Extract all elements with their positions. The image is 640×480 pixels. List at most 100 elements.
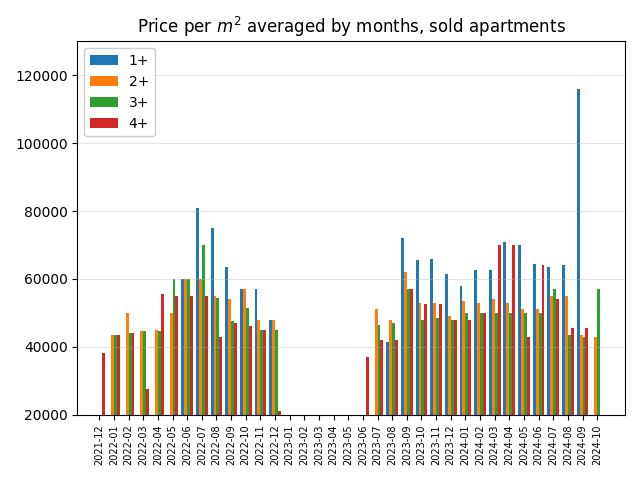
Bar — [220, 336, 222, 480]
Bar — [524, 313, 527, 480]
Bar — [451, 320, 454, 480]
Bar — [509, 313, 512, 480]
Bar — [430, 259, 433, 480]
Bar — [577, 89, 580, 480]
Bar — [521, 310, 524, 480]
Bar — [143, 331, 146, 480]
Bar — [571, 328, 573, 480]
Bar — [263, 330, 266, 480]
Bar — [556, 299, 559, 480]
Bar — [553, 289, 556, 480]
Bar — [460, 286, 463, 480]
Bar — [489, 270, 492, 480]
Bar — [512, 245, 515, 480]
Bar — [211, 228, 214, 480]
Bar — [536, 310, 539, 480]
Bar — [184, 279, 187, 480]
Bar — [532, 264, 536, 480]
Bar — [597, 289, 600, 480]
Bar — [518, 245, 521, 480]
Bar — [433, 302, 436, 480]
Bar — [404, 272, 407, 480]
Bar — [114, 335, 117, 480]
Bar — [255, 289, 257, 480]
Bar — [187, 279, 190, 480]
Bar — [170, 313, 173, 480]
Bar — [387, 342, 389, 480]
Bar — [243, 289, 246, 480]
Bar — [140, 331, 143, 480]
Bar — [562, 265, 565, 480]
Bar — [181, 279, 184, 480]
Bar — [257, 320, 260, 480]
Bar — [504, 241, 506, 480]
Bar — [483, 313, 486, 480]
Bar — [234, 323, 237, 480]
Bar — [196, 208, 199, 480]
Bar — [541, 265, 545, 480]
Bar — [580, 335, 582, 480]
Bar — [129, 333, 132, 480]
Bar — [582, 336, 586, 480]
Bar — [132, 333, 134, 480]
Bar — [228, 299, 231, 480]
Bar — [380, 340, 383, 480]
Bar — [102, 353, 105, 480]
Bar — [468, 320, 471, 480]
Bar — [550, 296, 553, 480]
Bar — [498, 245, 500, 480]
Bar — [506, 302, 509, 480]
Bar — [407, 289, 410, 480]
Bar — [445, 274, 448, 480]
Bar — [422, 320, 424, 480]
Bar — [202, 245, 205, 480]
Bar — [448, 316, 451, 480]
Bar — [565, 296, 568, 480]
Bar — [419, 302, 422, 480]
Bar — [190, 296, 193, 480]
Bar — [401, 238, 404, 480]
Legend: 1+, 2+, 3+, 4+: 1+, 2+, 3+, 4+ — [84, 48, 155, 136]
Bar — [389, 320, 392, 480]
Bar — [199, 279, 202, 480]
Bar — [249, 326, 252, 480]
Bar — [410, 289, 413, 480]
Bar — [231, 321, 234, 480]
Bar — [225, 267, 228, 480]
Bar — [173, 279, 175, 480]
Bar — [146, 389, 149, 480]
Bar — [240, 289, 243, 480]
Bar — [439, 304, 442, 480]
Bar — [366, 357, 369, 480]
Bar — [278, 411, 281, 480]
Bar — [454, 320, 456, 480]
Bar — [495, 313, 498, 480]
Bar — [275, 330, 278, 480]
Bar — [378, 324, 380, 480]
Bar — [480, 313, 483, 480]
Bar — [539, 313, 541, 480]
Bar — [214, 296, 216, 480]
Bar — [374, 310, 378, 480]
Bar — [111, 335, 114, 480]
Bar — [117, 335, 120, 480]
Bar — [260, 330, 263, 480]
Bar — [424, 304, 428, 480]
Bar — [216, 298, 220, 480]
Bar — [246, 308, 249, 480]
Bar — [158, 331, 161, 480]
Bar — [586, 328, 588, 480]
Bar — [492, 299, 495, 480]
Bar — [269, 320, 272, 480]
Title: Price per $m^2$ averaged by months, sold apartments: Price per $m^2$ averaged by months, sold… — [137, 15, 566, 39]
Bar — [568, 335, 571, 480]
Bar — [205, 296, 207, 480]
Bar — [436, 318, 439, 480]
Bar — [415, 260, 419, 480]
Bar — [125, 313, 129, 480]
Bar — [595, 336, 597, 480]
Bar — [161, 294, 164, 480]
Bar — [175, 296, 179, 480]
Bar — [395, 340, 398, 480]
Bar — [155, 330, 158, 480]
